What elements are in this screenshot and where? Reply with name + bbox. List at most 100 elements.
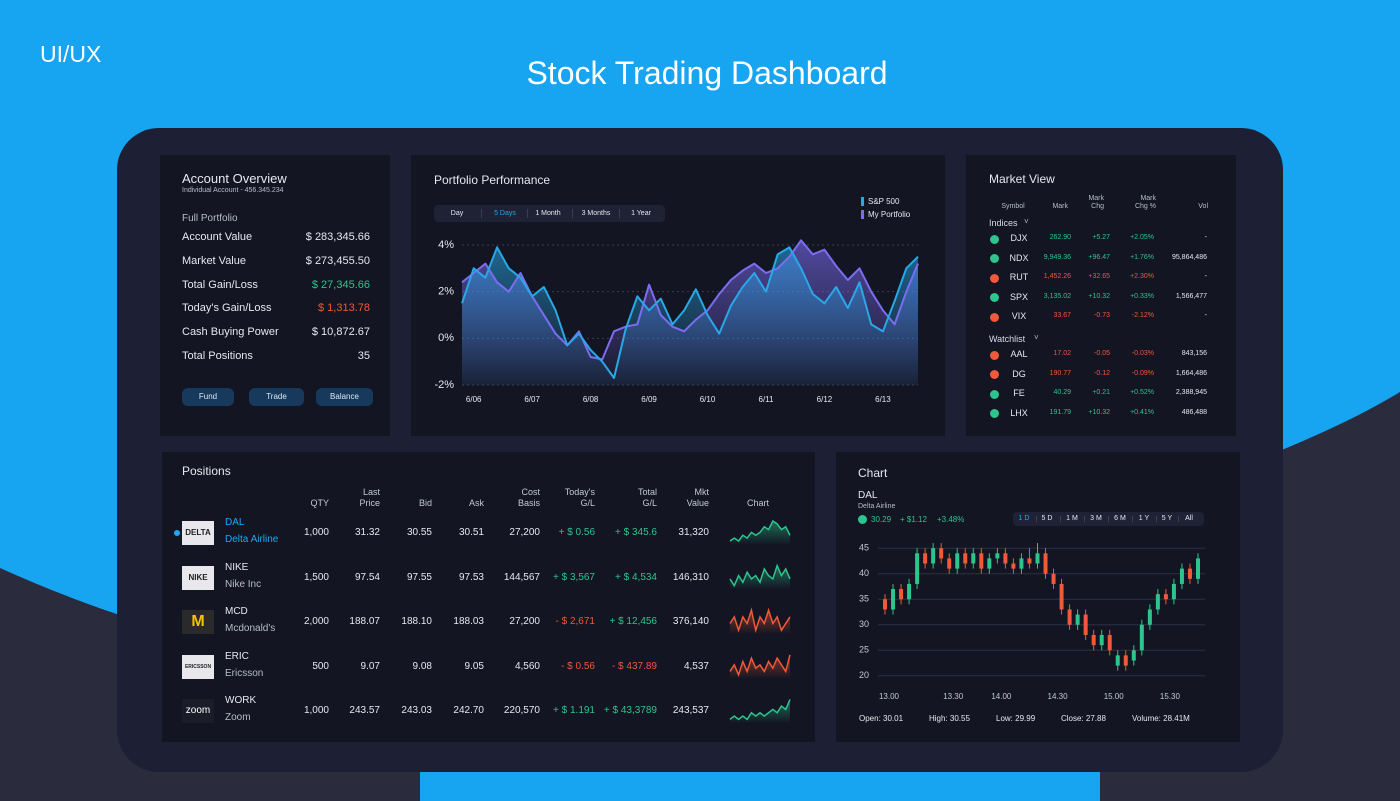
candle-body [1196,558,1200,579]
symbol: NDX [1009,252,1029,263]
candle-body [947,558,952,569]
cell: - $ 2,671 [555,616,595,628]
status-icon [990,409,999,419]
logo: M [182,610,214,635]
symbol[interactable]: MCD [225,606,248,618]
sparklines [729,519,791,724]
range-option[interactable]: 1 Year [631,210,651,217]
cell: 27,200 [509,527,540,538]
range-option[interactable]: 5 D [1041,515,1053,522]
volume: - [1204,312,1207,320]
company-name: Zoom [225,712,251,724]
separator [1108,516,1109,522]
button[interactable]: Fund [182,388,234,406]
status-icon [990,234,999,244]
range-option[interactable]: 6 M [1114,515,1126,522]
cell: 31.32 [354,527,380,538]
sparkline-area [730,610,790,635]
market-panel: Market View Symbol Mark Mark Chg Mark Chg %… [966,155,1236,436]
change: +32.65 [1088,273,1110,281]
range-option[interactable]: 1 Y [1138,515,1150,522]
x-tick-label: 14.00 [991,692,1012,701]
change-pct: +0.52% [1130,389,1154,397]
column-header: QTY [310,498,329,509]
mark: 3,135.02 [1043,292,1071,300]
symbol[interactable]: ERIC [225,650,249,662]
symbol[interactable]: WORK [225,695,257,707]
line [461,246,919,379]
cell: 242.70 [453,705,484,717]
cell: 243.57 [349,705,380,717]
candle-body [1075,614,1080,625]
range-selector: Day 5 Days 1 Month 3 Months 1 Year [434,205,665,222]
symbol: DJX [1010,233,1028,243]
symbol: DAL [858,490,878,501]
cell: - $ 0.56 [561,660,595,672]
change-pct: +3.48% [937,515,965,524]
candle-body [1139,624,1144,651]
candle-body [1187,568,1192,579]
button[interactable]: Balance [316,388,373,406]
volume: 843,156 [1181,350,1207,357]
mark: 33.67 [1053,312,1071,320]
candle-body [979,553,984,569]
candle-body [1067,609,1072,625]
company-name: Mcdonald's [225,623,276,635]
cell: 1,000 [303,705,329,717]
change: +10.32 [1088,292,1110,300]
cell: 9.08 [412,660,432,672]
candle-body [1051,573,1056,584]
candle-body [1019,558,1024,569]
range-option[interactable]: 1 D [1018,515,1030,522]
x-tick-label: 6/12 [817,395,833,404]
separator [1084,516,1085,522]
candle-body [1011,563,1016,569]
chart-panel: Chart DAL Delta Airline 30.29 + $1.12 +3… [836,452,1240,742]
range-option[interactable]: 3 Months [581,210,611,217]
legend-swatch [861,197,864,206]
button[interactable]: Trade [249,388,304,406]
range-option[interactable]: All [1185,515,1193,522]
range-option[interactable]: 1 Month [535,210,561,217]
up-icon [858,515,867,524]
separator [1155,516,1157,522]
symbol[interactable]: NIKE [225,561,249,573]
range-option[interactable]: 5 Days [494,210,516,217]
y-tick-label: 45 [859,543,869,553]
cell: 1,500 [303,571,329,583]
candle-body [1179,568,1184,584]
y-tick-label: -2% [434,379,454,391]
row-label: Market Value [182,254,246,267]
logo: zoom [182,699,214,724]
symbol: LHX [1010,407,1028,418]
change-pct: -2.12% [1131,312,1154,320]
column-header: Mkt Value [686,486,709,509]
cell: 188.07 [349,616,380,628]
legend-label: S&P 500 [868,197,900,206]
x-tick-label: 6/06 [466,395,482,404]
row-label: Account Value [182,231,253,243]
x-tick-label: 6/07 [524,395,540,404]
footer-stat: Low: 29.99 [996,714,1036,723]
symbol[interactable]: DAL [225,517,245,528]
mark: 40.29 [1053,389,1071,397]
range-option[interactable]: 1 M [1066,515,1078,522]
candle-body [1027,558,1032,564]
range-option[interactable]: 5 Y [1161,515,1173,522]
sparkline [729,563,791,588]
change: +96.47 [1088,253,1110,261]
candle-body [883,599,887,610]
status-icon [990,350,999,360]
change: -0.05 [1094,350,1110,357]
range-option[interactable]: Day [450,210,464,217]
y-tick-label: 4% [438,239,454,251]
volume: 486,488 [1181,408,1207,416]
symbol: RUT [1009,272,1029,283]
candle-body [1059,583,1064,610]
cell: - $ 437.89 [611,660,657,672]
range-option[interactable]: 3 M [1090,515,1102,522]
row-value: $ 27,345.66 [311,278,370,291]
mark: 1,452.26 [1043,273,1071,281]
change-pct: +2.30% [1130,273,1154,281]
active-dot [174,530,180,536]
